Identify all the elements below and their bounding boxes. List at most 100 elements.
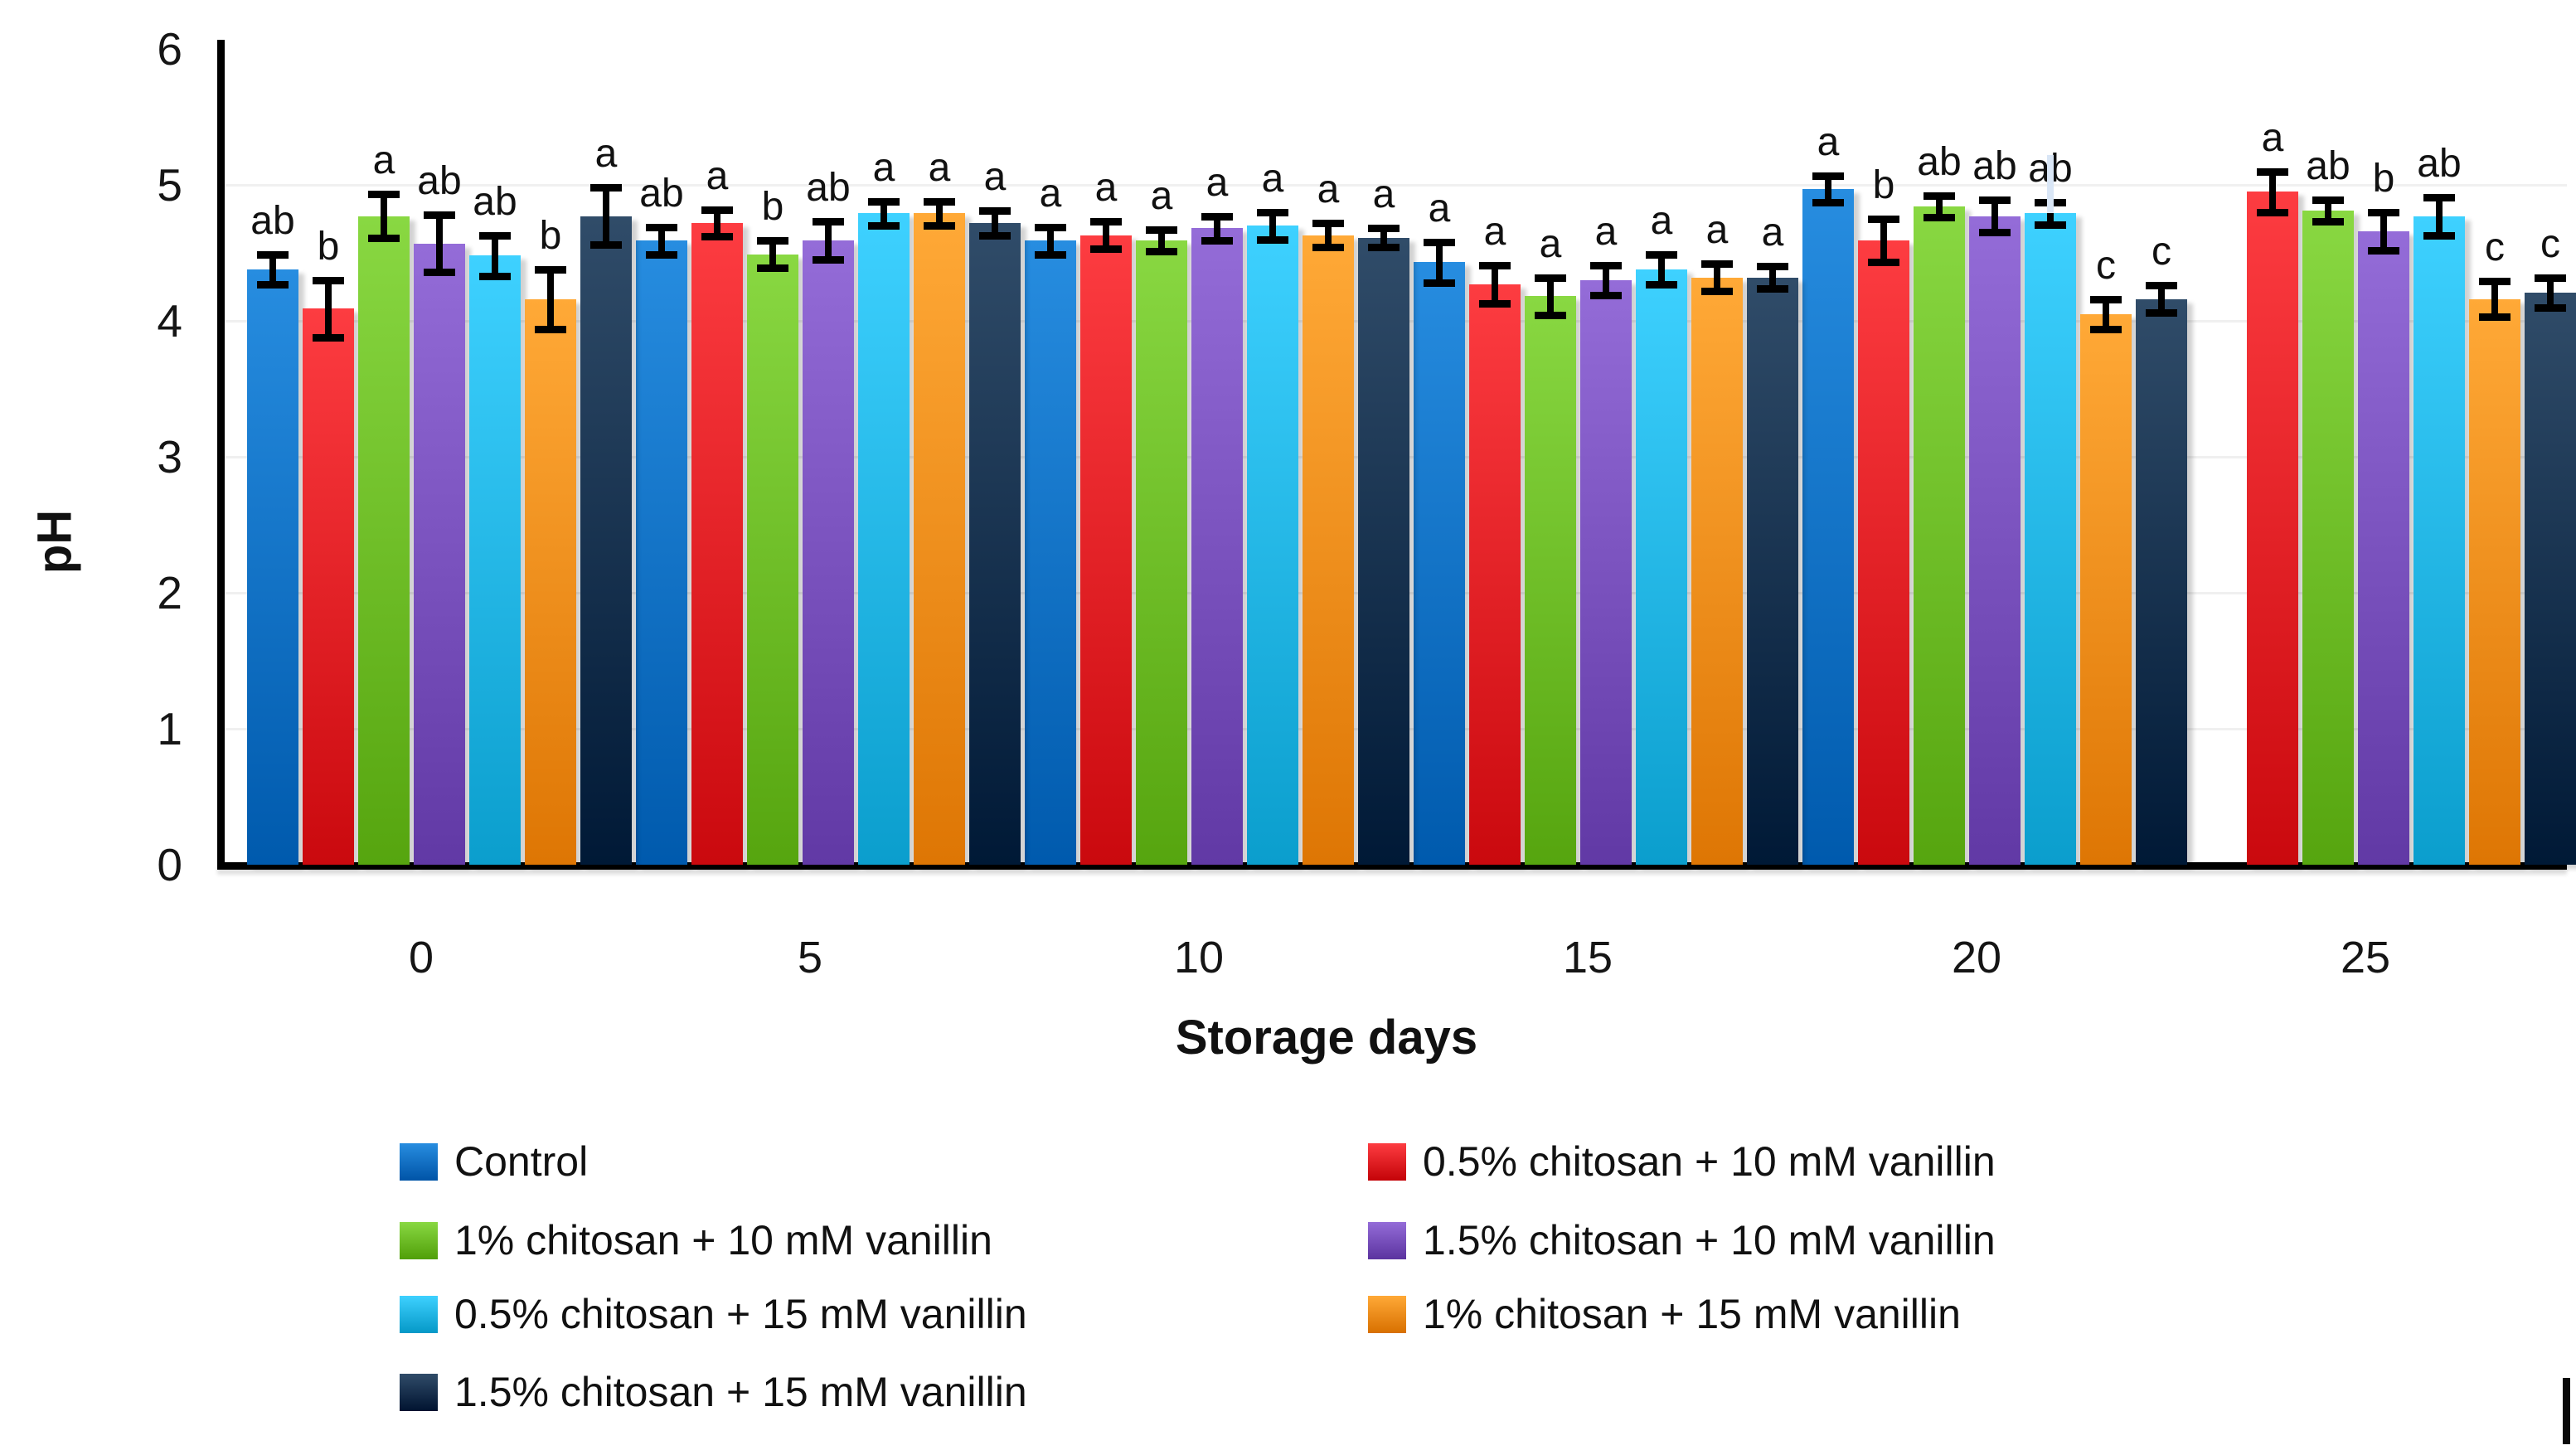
error-bar-bottom-cap bbox=[1646, 280, 1677, 289]
error-bar bbox=[1880, 219, 1887, 263]
error-bar bbox=[1547, 277, 1554, 316]
error-bar bbox=[2547, 277, 2554, 308]
error-bar-top-cap bbox=[924, 197, 955, 206]
error-bar bbox=[2269, 171, 2276, 212]
bar-1.5-chitosan-10-mm-vanillin-day-25 bbox=[2358, 230, 2409, 865]
error-bar-top-cap bbox=[1090, 218, 1122, 226]
error-bar bbox=[1214, 216, 1220, 241]
error-bar-bottom-cap bbox=[1035, 250, 1066, 259]
error-bar bbox=[1825, 175, 1831, 203]
error-bar bbox=[1658, 254, 1665, 284]
significance-letter: a bbox=[1372, 172, 1395, 217]
error-bar bbox=[2491, 281, 2498, 318]
error-bar-bottom-cap bbox=[2423, 231, 2455, 240]
error-bar bbox=[936, 201, 943, 226]
significance-letter: b bbox=[761, 185, 784, 230]
error-bar-bottom-cap bbox=[1479, 299, 1511, 308]
bar-control-day-10 bbox=[1025, 240, 1076, 865]
bar-0.5-chitosan-10-mm-vanillin-day-10 bbox=[1080, 235, 1132, 865]
error-bar bbox=[714, 209, 720, 237]
error-bar-top-cap bbox=[368, 191, 400, 199]
error-bar-top-cap bbox=[2368, 208, 2399, 216]
bar-1-chitosan-10-mm-vanillin-day-15 bbox=[1525, 296, 1576, 865]
bar-1.5-chitosan-10-mm-vanillin-day-10 bbox=[1191, 228, 1243, 865]
bar-1-chitosan-15-mm-vanillin-day-15 bbox=[1691, 277, 1743, 865]
error-bar-top-cap bbox=[1312, 219, 1344, 227]
significance-letter: b bbox=[2372, 156, 2395, 201]
light-blue-error-line-artifact bbox=[2047, 154, 2054, 214]
error-bar bbox=[325, 279, 332, 337]
bar-1.5-chitosan-10-mm-vanillin-day-5 bbox=[803, 240, 854, 865]
legend-swatch-4 bbox=[1368, 1222, 1406, 1259]
error-bar-top-cap bbox=[1035, 223, 1066, 231]
bar-1.5-chitosan-15-mm-vanillin-day-0 bbox=[580, 216, 632, 865]
significance-letter: a bbox=[1261, 156, 1284, 201]
bar-0.5-chitosan-10-mm-vanillin-day-20 bbox=[1858, 240, 1909, 865]
bar-0.5-chitosan-15-mm-vanillin-day-5 bbox=[858, 213, 910, 865]
bar-0.5-chitosan-10-mm-vanillin-day-0 bbox=[303, 308, 354, 865]
error-bar-bottom-cap bbox=[1424, 279, 1455, 288]
y-tick-label-3: 3 bbox=[157, 431, 182, 483]
significance-letter: a bbox=[1094, 166, 1118, 211]
bar-1-chitosan-15-mm-vanillin-day-5 bbox=[914, 213, 965, 865]
error-bar-top-cap bbox=[1979, 196, 2011, 205]
error-bar bbox=[1269, 211, 1276, 240]
error-bar-top-cap bbox=[1368, 225, 1400, 233]
error-bar bbox=[603, 187, 609, 245]
legend-label-1: Control bbox=[454, 1138, 589, 1185]
error-bar-bottom-cap bbox=[924, 222, 955, 230]
significance-letter: a bbox=[372, 138, 395, 183]
error-bar-bottom-cap bbox=[1757, 284, 1788, 293]
significance-letter: ab bbox=[2417, 141, 2462, 186]
significance-letter: c bbox=[2540, 221, 2560, 266]
significance-letter: a bbox=[1594, 209, 1618, 254]
error-bar-top-cap bbox=[2146, 282, 2177, 290]
legend-swatch-6 bbox=[1368, 1296, 1406, 1333]
significance-letter: a bbox=[706, 153, 729, 198]
significance-letter: ab bbox=[473, 179, 517, 224]
error-bar bbox=[381, 194, 387, 238]
error-bar-top-cap bbox=[424, 211, 455, 220]
error-bar-bottom-cap bbox=[2257, 208, 2288, 216]
bar-control-day-15 bbox=[1414, 262, 1465, 865]
significance-letter: a bbox=[983, 155, 1007, 200]
error-bar-top-cap bbox=[1590, 261, 1622, 269]
bar-1-chitosan-10-mm-vanillin-day-0 bbox=[358, 216, 410, 865]
error-bar-top-cap bbox=[2312, 196, 2344, 205]
x-axis-title: Storage days bbox=[1175, 1011, 1478, 1065]
error-bar bbox=[658, 226, 665, 255]
error-bar-top-cap bbox=[479, 231, 511, 240]
bar-1-chitosan-10-mm-vanillin-day-25 bbox=[2302, 211, 2354, 865]
significance-letter: b bbox=[1872, 163, 1895, 207]
x-tick-label-20: 20 bbox=[1951, 933, 2002, 982]
significance-letter: c bbox=[2485, 226, 2505, 270]
bar-1.5-chitosan-15-mm-vanillin-day-5 bbox=[969, 222, 1021, 865]
error-bar bbox=[992, 211, 998, 235]
bar-0.5-chitosan-15-mm-vanillin-day-15 bbox=[1636, 269, 1687, 865]
error-bar-top-cap bbox=[979, 207, 1011, 216]
bar-1.5-chitosan-15-mm-vanillin-day-10 bbox=[1358, 237, 1409, 865]
gridline-ph-5 bbox=[217, 184, 2567, 187]
error-bar bbox=[880, 201, 887, 226]
y-tick-label-6: 6 bbox=[157, 23, 182, 75]
error-bar bbox=[1936, 196, 1943, 218]
error-bar-top-cap bbox=[1479, 261, 1511, 269]
legend-label-2: 0.5% chitosan + 10 mM vanillin bbox=[1423, 1138, 1996, 1185]
error-bar-top-cap bbox=[257, 250, 289, 259]
error-bar bbox=[1158, 230, 1165, 252]
error-bar-top-cap bbox=[1424, 238, 1455, 246]
error-bar-bottom-cap bbox=[813, 256, 844, 264]
error-bar-bottom-cap bbox=[2035, 221, 2066, 229]
error-bar-top-cap bbox=[1146, 226, 1177, 235]
significance-letter: a bbox=[1761, 211, 1784, 255]
significance-letter: a bbox=[2261, 115, 2284, 160]
error-bar-bottom-cap bbox=[1257, 235, 1288, 244]
error-bar bbox=[1436, 241, 1443, 284]
significance-letter: a bbox=[1317, 167, 1340, 211]
significance-letter: ab bbox=[2306, 144, 2350, 189]
x-tick-label-5: 5 bbox=[797, 933, 823, 982]
significance-letter: a bbox=[928, 145, 951, 190]
legend-swatch-7 bbox=[400, 1374, 438, 1411]
significance-letter: ab bbox=[639, 171, 684, 216]
